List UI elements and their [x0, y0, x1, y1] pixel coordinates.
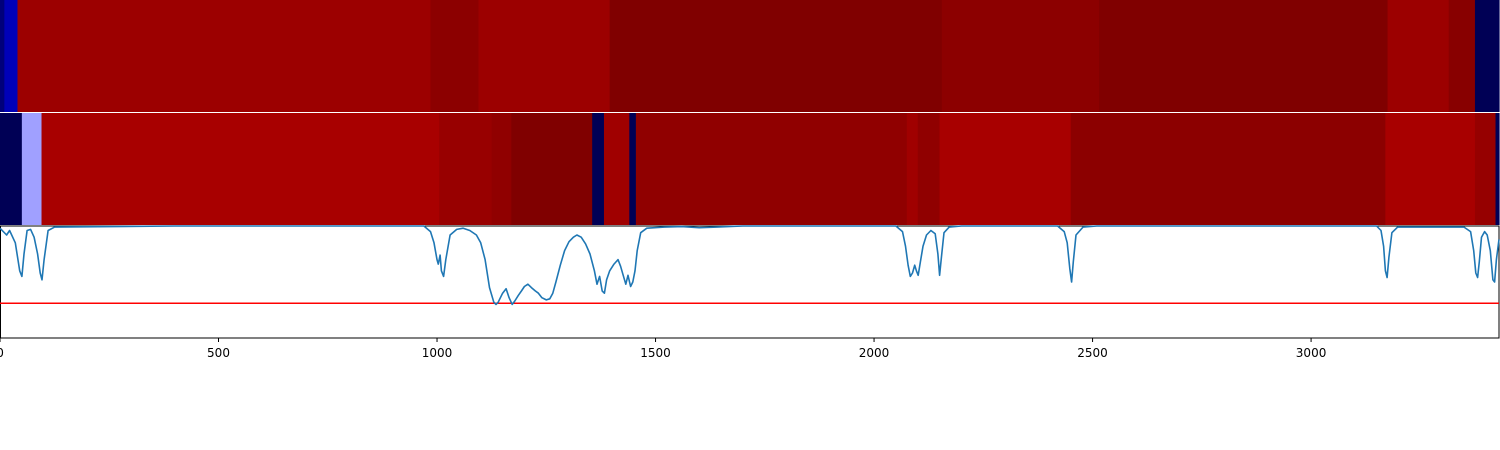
x-tick-label: 500: [207, 346, 230, 360]
heatmap-cell: [1387, 0, 1450, 112]
heatmap-cell: [511, 113, 593, 225]
heatmap-cell: [21, 113, 43, 225]
heatmap-cell: [41, 113, 440, 225]
series-line: [0, 225, 1500, 306]
x-tick-label: 1000: [422, 346, 453, 360]
heatmap-cell: [603, 113, 630, 225]
x-tick-label: 2500: [1077, 346, 1108, 360]
line-plot-panel: [0, 225, 1500, 339]
heatmap-cell: [1070, 113, 1386, 225]
plot-frame: [0, 225, 1500, 339]
heatmap-cell: [635, 113, 908, 225]
heatmap-cell: [17, 0, 432, 112]
heatmap-cell: [1474, 113, 1497, 225]
x-tick-label: 2000: [859, 346, 890, 360]
x-axis: 0 500 1000 1500 2000 2500 3000: [0, 338, 1326, 360]
heatmap-cell: [0, 0, 5, 112]
heatmap-cell: [430, 0, 480, 112]
heatmap-cell: [439, 113, 493, 225]
heatmap-cell: [939, 113, 1072, 225]
heatmap-cell: [1099, 0, 1389, 112]
x-tick-label: 3000: [1296, 346, 1327, 360]
heatmap-cell: [609, 0, 943, 112]
heatmap-cell: [1474, 0, 1500, 112]
heatmap-cell: [1448, 0, 1476, 112]
x-tick-label: 1500: [640, 346, 671, 360]
heatmap-row-1: [0, 0, 1500, 112]
heatmap-cell: [629, 113, 637, 225]
heatmap-cell: [917, 113, 941, 225]
x-tick-label: 0: [0, 346, 4, 360]
heatmap-cell: [1495, 113, 1500, 225]
heatmap-cell: [4, 0, 19, 112]
heatmap-cell: [1385, 113, 1476, 225]
heatmap-cell: [906, 113, 919, 225]
heatmap-cell: [491, 113, 512, 225]
heatmap-cell: [0, 113, 23, 225]
heatmap-cell: [478, 0, 611, 112]
heatmap-cell: [592, 113, 605, 225]
heatmap-cell: [941, 0, 1100, 112]
heatmap-row-2: [0, 113, 1500, 225]
